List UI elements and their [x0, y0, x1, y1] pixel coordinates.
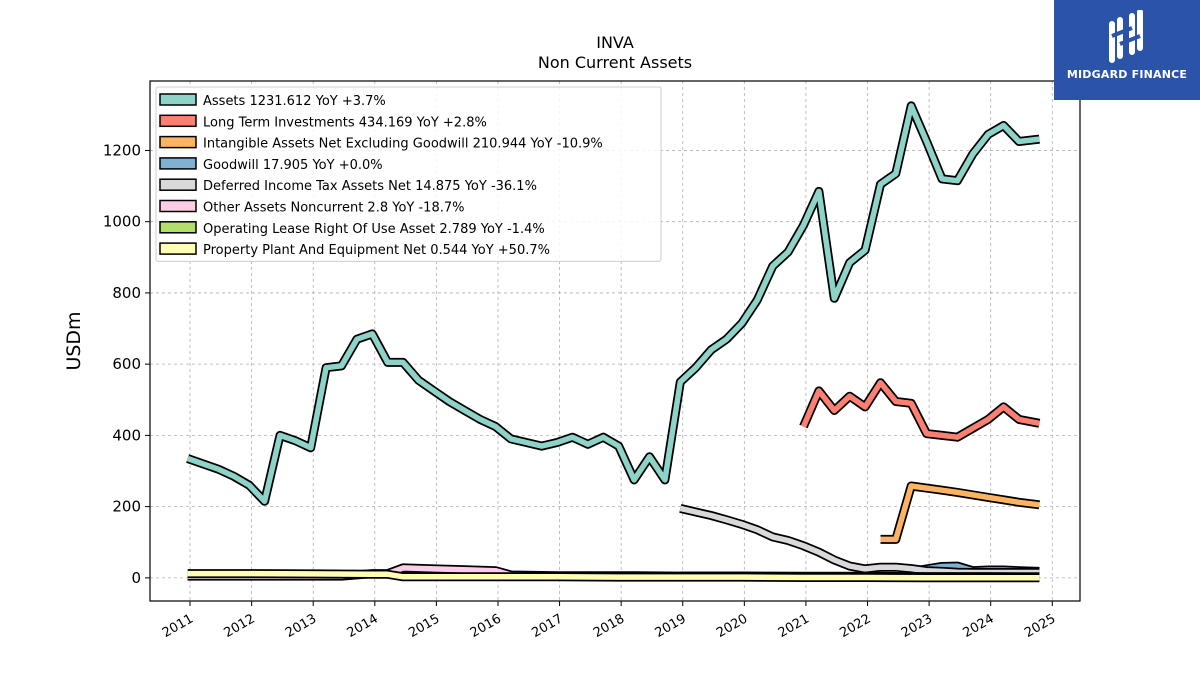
- series-line: [187, 570, 1040, 581]
- legend-label: Goodwill 17.905 YoY +0.0%: [203, 158, 383, 173]
- x-tick-label: 2016: [468, 611, 504, 641]
- y-tick-label: 0: [131, 569, 141, 587]
- legend-box: [155, 86, 662, 262]
- legend-swatch: [159, 199, 197, 213]
- legend-label: Deferred Income Tax Assets Net 14.875 Yo…: [203, 179, 537, 194]
- series-4: [679, 504, 1040, 577]
- x-tick-label: 2015: [406, 611, 442, 641]
- chart-subtitle: Non Current Assets: [538, 53, 692, 72]
- x-tick-label: 2019: [653, 611, 689, 641]
- y-tick-label: 600: [112, 355, 141, 373]
- legend-label: Intangible Assets Net Excluding Goodwill…: [203, 137, 603, 152]
- x-tick-label: 2023: [899, 611, 935, 641]
- chart-title: INVA: [596, 33, 634, 52]
- grid: [150, 81, 1080, 601]
- x-tick-label: 2014: [345, 611, 381, 641]
- y-tick-label: 1000: [103, 213, 141, 231]
- legend-label: Other Assets Noncurrent 2.8 YoY -18.7%: [203, 201, 464, 216]
- x-tick-label: 2021: [776, 611, 812, 641]
- legend: Assets 1231.612 YoY +3.7% Long Term Inves…: [155, 86, 662, 262]
- y-tick-label: 800: [112, 284, 141, 302]
- x-tick-label: 2020: [714, 611, 750, 641]
- legend-swatch: [159, 242, 197, 255]
- y-tick-label: 400: [112, 426, 141, 444]
- x-tick-label: 2018: [591, 611, 627, 641]
- x-axis: 2011 2012 2013 2014 2015 2016 2017 2018 2019 2020…: [160, 601, 1058, 641]
- legend-label: Assets 1231.612 YoY +3.7%: [203, 94, 386, 109]
- legend-swatch: [159, 221, 197, 234]
- legend-label: Operating Lease Right Of Use Asset 2.789…: [203, 222, 545, 237]
- x-tick-label: 2022: [837, 611, 873, 641]
- y-tick-label: 200: [112, 498, 141, 516]
- series-7: [187, 569, 1040, 583]
- x-tick-label: 2011: [160, 611, 196, 641]
- x-tick-label: 2012: [221, 611, 257, 641]
- legend-label: Property Plant And Equipment Net 0.544 Y…: [203, 243, 550, 258]
- legend-swatch: [159, 157, 197, 170]
- series-line-outline: [679, 504, 1040, 577]
- series-line: [880, 483, 1040, 543]
- legend-swatch: [159, 114, 197, 128]
- x-tick-label: 2017: [529, 611, 565, 641]
- series-line: [186, 103, 1040, 505]
- legend-swatch: [159, 93, 197, 106]
- logo-text: MIDGARD FINANCE: [1066, 68, 1188, 81]
- y-axis: 0 200 400 600 800 1000 1200: [103, 141, 150, 587]
- legend-swatch: [159, 178, 197, 191]
- series-0: [186, 101, 1040, 506]
- series-1: [799, 378, 1041, 442]
- x-tick-label: 2025: [1022, 611, 1058, 641]
- y-tick-label: 1200: [103, 141, 141, 159]
- logo-mark-icon: [1109, 10, 1143, 63]
- x-tick-label: 2024: [961, 611, 997, 641]
- logo: MIDGARD FINANCE: [1054, 0, 1200, 100]
- legend-swatch: [159, 135, 197, 149]
- series-line: [800, 379, 1040, 440]
- y-axis-label: USDm: [63, 311, 85, 370]
- legend-label: Long Term Investments 434.169 YoY +2.8%: [203, 115, 487, 130]
- series-lines: [186, 101, 1041, 583]
- series-2: [880, 481, 1040, 544]
- plot-frame: [149, 80, 1081, 602]
- x-tick-label: 2013: [283, 611, 319, 641]
